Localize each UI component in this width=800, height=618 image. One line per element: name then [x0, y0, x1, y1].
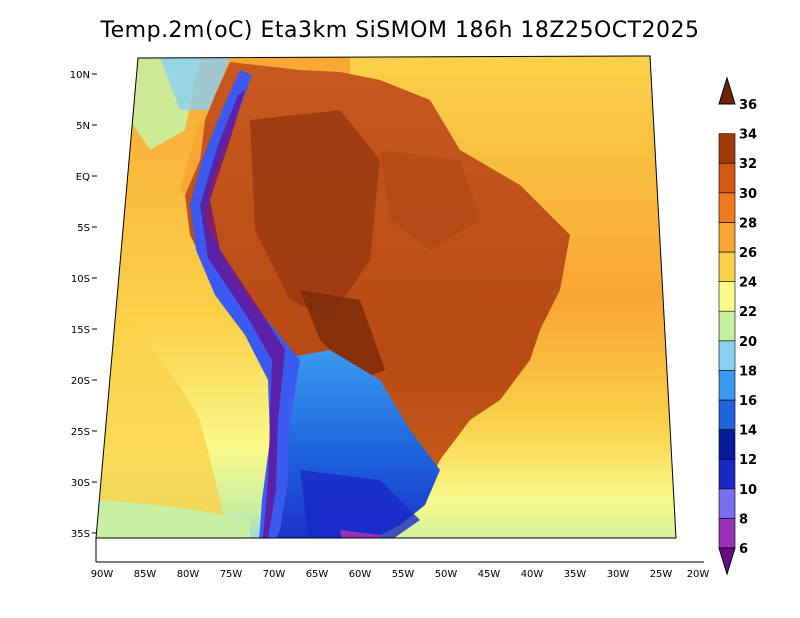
colorbar-label: 16	[739, 394, 757, 409]
lon-label: 35W	[564, 569, 587, 580]
lon-label: 30W	[607, 569, 630, 580]
colorbar-label: 20	[739, 335, 757, 350]
colorbar-top-arrow	[718, 76, 736, 105]
lon-label: 85W	[134, 569, 157, 580]
colorbar-swatch	[718, 162, 736, 194]
amazon-hot-core	[250, 110, 380, 320]
lat-label: 20S	[71, 376, 90, 387]
lat-label: EQ	[76, 172, 90, 183]
lat-label: 5N	[76, 121, 90, 132]
colorbar-swatch	[718, 192, 736, 223]
colorbar-swatch	[718, 488, 736, 519]
lat-label: 25S	[71, 427, 90, 438]
lat-label: 10N	[70, 70, 90, 81]
colorbar-label: 8	[739, 512, 748, 527]
colorbar-label: 26	[739, 246, 757, 261]
lon-label: 45W	[478, 569, 501, 580]
colorbar-label: 18	[739, 364, 757, 379]
colorbar-swatch	[718, 518, 736, 549]
colorbar-label: 36	[739, 98, 757, 113]
lon-label: 75W	[220, 569, 243, 580]
lat-label: 15S	[71, 325, 90, 336]
colorbar-swatch	[718, 429, 736, 460]
lon-axis: 90W 85W 80W 75W 70W 65W 60W 55W 50W 45W …	[91, 538, 710, 580]
colorbar-label: 22	[739, 305, 757, 320]
lat-label: 10S	[71, 274, 90, 285]
map-title: Temp.2m(oC) Eta3km SiSMOM 186h 18Z25OCT2…	[100, 18, 700, 43]
lon-label: 40W	[521, 569, 544, 580]
colorbar-swatch	[718, 310, 736, 342]
colorbar-swatch	[718, 399, 736, 430]
colorbar-swatch	[718, 370, 736, 401]
colorbar-label: 28	[739, 216, 757, 231]
lat-label: 35S	[71, 529, 90, 540]
lon-label: 20W	[687, 569, 710, 580]
lon-label: 65W	[306, 569, 329, 580]
plot-frame	[95, 55, 677, 539]
lon-label: 60W	[349, 569, 372, 580]
lon-label: 80W	[177, 569, 200, 580]
colorbar-swatch	[718, 458, 736, 490]
lon-label: 90W	[91, 569, 114, 580]
lon-label: 50W	[435, 569, 458, 580]
colorbar-label: 14	[739, 424, 757, 439]
lon-label: 25W	[650, 569, 673, 580]
colorbar-swatch	[718, 133, 736, 164]
lat-label: 5S	[77, 223, 90, 234]
colorbar-label: 6	[739, 542, 748, 557]
colorbar-swatch	[718, 222, 736, 253]
colorbar: 6 8 10 12 14 16 18 20 22 24 26 28 30 32 34 36	[718, 76, 757, 576]
colorbar-swatch	[718, 251, 736, 282]
map-field	[96, 56, 676, 538]
colorbar-label: 24	[739, 276, 757, 291]
colorbar-label: 30	[739, 187, 757, 202]
colorbar-swatch	[718, 281, 736, 312]
lat-label: 30S	[71, 478, 90, 489]
lon-label: 70W	[263, 569, 286, 580]
colorbar-label: 32	[739, 157, 757, 172]
lat-axis: 10N 5N EQ 5S 10S 15S 20S 25S 30S 35S	[70, 70, 97, 540]
colorbar-swatch	[718, 340, 736, 371]
lon-label: 55W	[392, 569, 415, 580]
colorbar-label: 10	[739, 483, 757, 498]
colorbar-label: 34	[739, 128, 757, 143]
colorbar-label: 12	[739, 453, 757, 468]
colorbar-bottom-arrow	[718, 547, 736, 576]
